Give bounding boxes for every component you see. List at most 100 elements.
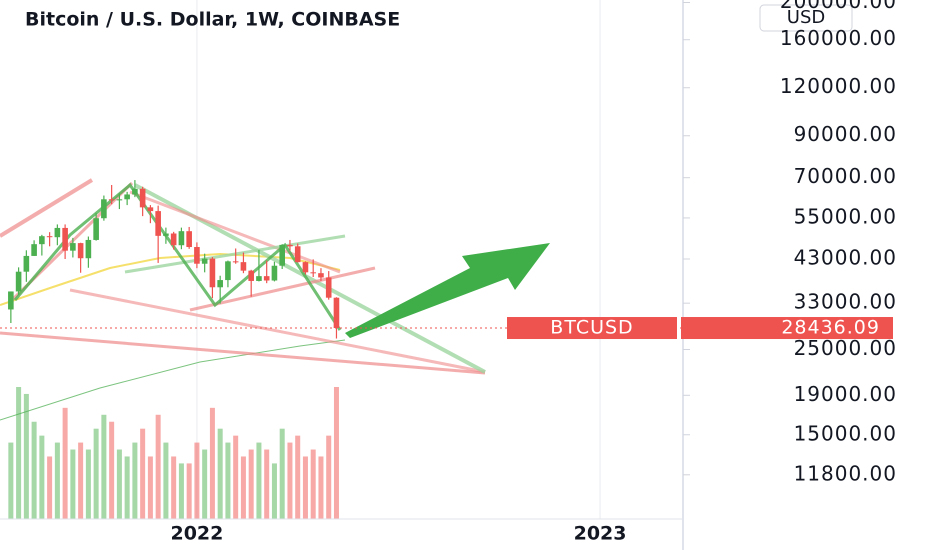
candle-body <box>93 218 99 240</box>
moving-average <box>0 252 341 306</box>
volume-bar <box>47 456 53 519</box>
candle-body <box>132 188 138 195</box>
volume-bar <box>178 463 184 519</box>
candle-body <box>124 194 130 200</box>
candle-body <box>209 258 216 288</box>
candle-body <box>225 261 231 281</box>
volume-bar <box>124 456 130 519</box>
volume-bar <box>93 428 99 519</box>
volume-bar <box>333 387 339 519</box>
volume-bar <box>248 449 254 519</box>
candle-body <box>163 233 169 236</box>
candle-body <box>310 272 317 274</box>
price-axis: 200000.00 160000.00 120000.00 90000.00 70000… <box>683 0 897 485</box>
volume-bar <box>116 449 122 519</box>
y-tick-label: 120000.00 <box>780 74 897 98</box>
candle-body <box>325 277 332 298</box>
volume-bar <box>147 456 153 519</box>
candle-body <box>194 247 200 264</box>
candle-body <box>240 262 247 271</box>
y-tick-label: 90000.00 <box>794 122 897 146</box>
volume-bar <box>132 442 138 519</box>
candle-body <box>54 227 61 238</box>
y-tick-label: 33000.00 <box>794 290 897 314</box>
candle-body <box>318 273 324 278</box>
y-tick-label: 43000.00 <box>794 246 897 270</box>
candle-body <box>108 199 115 201</box>
volume-bar <box>23 393 29 519</box>
volume-bar <box>271 463 277 519</box>
candle-body <box>116 199 123 201</box>
candle-body <box>147 207 154 212</box>
drawings <box>0 178 486 421</box>
volume-bar <box>302 456 308 519</box>
currency-button[interactable] <box>759 4 853 32</box>
volume-bar <box>279 428 285 519</box>
volume-pane <box>8 387 339 519</box>
volume-bar <box>287 442 293 519</box>
volume-bar <box>109 421 115 519</box>
candle-body <box>77 243 84 259</box>
candle-body <box>15 271 22 292</box>
candle-body <box>139 188 146 208</box>
candle-body <box>8 291 14 310</box>
volume-bar <box>54 442 60 519</box>
candle-body <box>279 244 285 266</box>
y-tick-label: 70000.00 <box>794 164 897 188</box>
price-label: 28436.09 <box>781 317 880 339</box>
volume-bar <box>70 449 76 519</box>
trendline <box>69 288 486 374</box>
candle-body <box>85 239 92 259</box>
moving-average <box>0 339 346 421</box>
candles <box>8 180 340 339</box>
y-tick-label: 160000.00 <box>780 26 897 50</box>
currency-label[interactable]: USD <box>787 7 825 28</box>
candle-body <box>23 255 30 272</box>
volume-bar <box>256 442 262 519</box>
symbol-badge <box>507 317 677 340</box>
candle-body <box>31 244 37 256</box>
candle-body <box>170 233 177 246</box>
volume-bar <box>233 435 239 519</box>
volume-bar <box>202 449 208 519</box>
volume-bar <box>264 449 270 519</box>
trendline <box>189 266 376 312</box>
volume-bar <box>171 456 177 519</box>
volume-bar <box>155 414 161 519</box>
y-tick-label: 19000.00 <box>794 382 897 406</box>
volume-bar <box>16 387 22 519</box>
volume-bar <box>310 449 316 519</box>
volume-bar <box>295 435 301 519</box>
candle-body <box>333 297 340 329</box>
volume-bar <box>163 442 169 519</box>
x-tick-label: 2023 <box>574 523 627 545</box>
candle-body <box>39 236 45 245</box>
trendline <box>124 234 346 274</box>
candle-body <box>46 236 53 238</box>
candle-body <box>263 276 270 281</box>
y-tick-label: 200000.00 <box>780 0 897 13</box>
candle-body <box>302 262 309 273</box>
volume-bar <box>225 442 231 519</box>
volume-bar <box>85 449 91 519</box>
candle-body <box>217 280 223 288</box>
y-tick-label: 11800.00 <box>794 461 897 485</box>
candle-body <box>294 246 301 263</box>
volume-bar <box>8 442 14 519</box>
volume-bar <box>62 407 68 519</box>
candle-body <box>101 199 107 219</box>
candle-body <box>178 231 185 246</box>
candle-body <box>271 265 278 281</box>
symbol-label: BTCUSD <box>550 317 633 339</box>
y-tick-label: 25000.00 <box>794 336 897 360</box>
candle-body <box>287 244 293 247</box>
y-tick-label: 55000.00 <box>794 204 897 228</box>
trendline <box>0 178 94 238</box>
candle-body <box>232 261 239 263</box>
chart-title: Bitcoin / U.S. Dollar, 1W, COINBASE <box>25 9 400 31</box>
volume-bar <box>326 435 332 519</box>
volume-bar <box>240 456 246 519</box>
trendline <box>129 190 341 274</box>
volume-bar <box>186 463 192 519</box>
